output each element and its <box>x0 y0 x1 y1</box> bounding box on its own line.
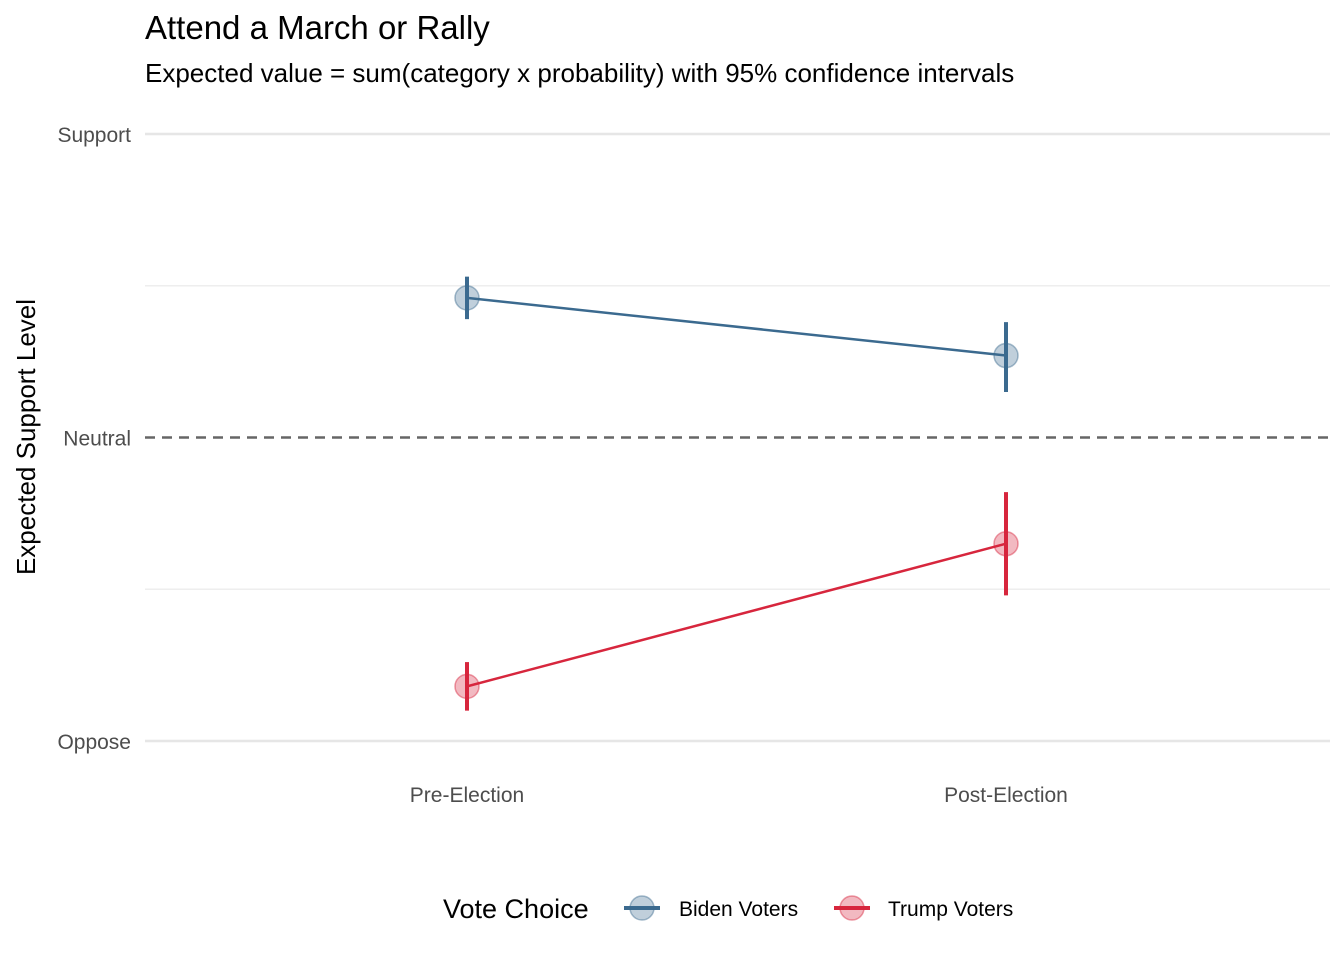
legend-label-1: Trump Voters <box>888 898 1013 921</box>
chart-title: Attend a March or Rally <box>145 9 490 46</box>
data-point-0-0 <box>454 285 480 311</box>
x-tick-label-0: Pre-Election <box>410 784 524 807</box>
legend-label-0: Biden Voters <box>679 898 798 921</box>
legend-key-point-0 <box>629 895 655 921</box>
x-tick-label-1: Post-Election <box>944 784 1068 807</box>
legend-title: Vote Choice <box>443 894 589 924</box>
legend-key-point-1 <box>839 895 865 921</box>
legend-item-1: Trump Voters <box>834 895 1013 921</box>
chart-subtitle: Expected value = sum(category x probabil… <box>145 58 1014 88</box>
data-point-0-1 <box>993 342 1019 369</box>
series-group <box>454 276 1019 711</box>
y-axis-ticks: Oppose Neutral Support <box>57 124 131 754</box>
legend: Vote Choice Biden Voters Trump Voters <box>443 894 1013 924</box>
legend-item-0: Biden Voters <box>624 895 798 921</box>
series-0 <box>454 276 1019 392</box>
data-point-1-1 <box>993 530 1019 557</box>
series-line-0 <box>466 296 1007 357</box>
grid <box>145 132 1330 743</box>
y-tick-label-0: Oppose <box>57 731 131 754</box>
y-tick-label-2: Support <box>57 124 131 147</box>
data-point-1-0 <box>454 673 480 700</box>
series-1 <box>454 492 1019 711</box>
series-line-1 <box>466 542 1007 688</box>
y-tick-label-1: Neutral <box>63 428 131 451</box>
x-axis-ticks: Pre-Election Post-Election <box>410 784 1068 807</box>
y-axis-title: Expected Support Level <box>11 299 41 575</box>
